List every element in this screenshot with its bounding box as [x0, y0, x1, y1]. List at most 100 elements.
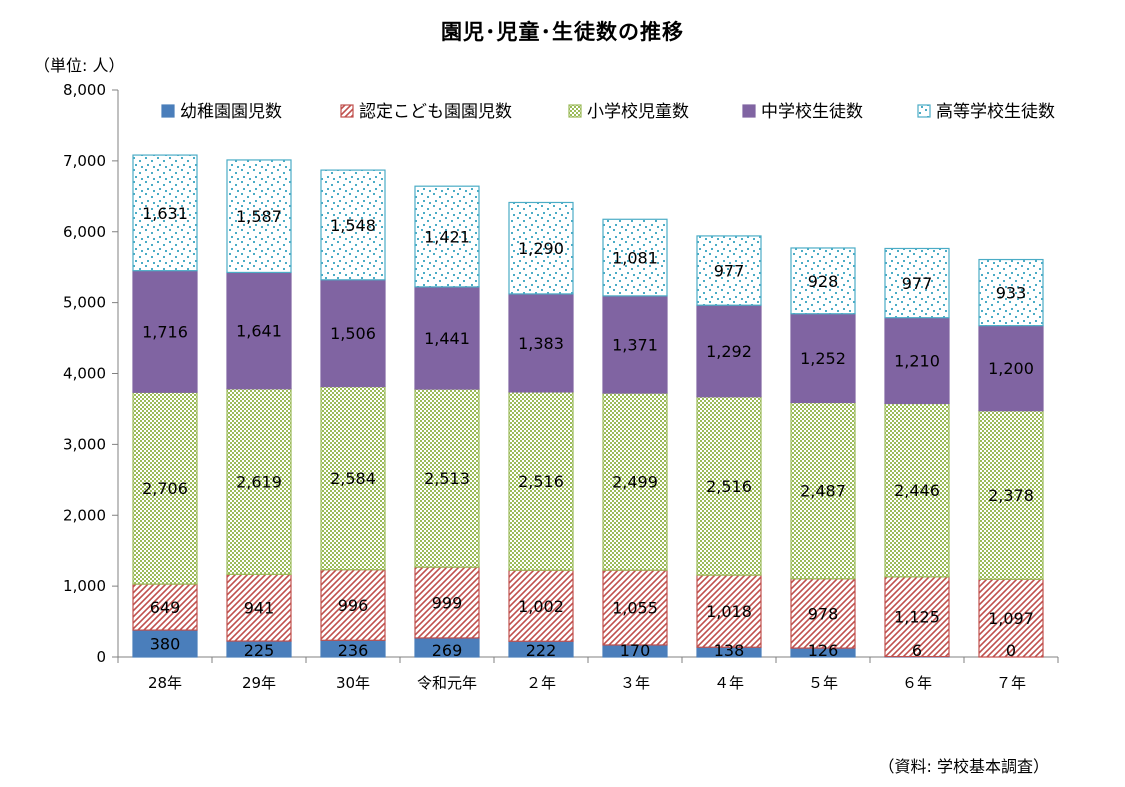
bar-segment-kodomo_en [320, 569, 386, 641]
bar-segment-junior_high [602, 295, 668, 394]
bar-segment-elementary [602, 392, 668, 571]
bar-segment-high_school [132, 154, 198, 272]
data-label-kodomo_en: 999 [432, 594, 463, 613]
data-label-high_school: 977 [714, 262, 745, 281]
data-label-high_school: 928 [808, 272, 839, 291]
data-label-kindergarten: 126 [808, 641, 839, 660]
data-label-high_school: 1,587 [236, 207, 282, 226]
data-label-junior_high: 1,371 [612, 335, 658, 354]
data-label-junior_high: 1,716 [142, 322, 188, 341]
data-label-kindergarten: 380 [150, 635, 181, 654]
bar-segment-junior_high [226, 271, 292, 390]
data-label-kodomo_en: 1,018 [706, 602, 752, 621]
x-category-label: 30年 [336, 674, 370, 692]
data-label-elementary: 2,499 [612, 473, 658, 492]
bar-segment-elementary [790, 401, 856, 580]
data-label-kindergarten: 0 [1006, 641, 1016, 660]
data-label-high_school: 1,421 [424, 228, 470, 247]
x-category-label: 28年 [148, 674, 182, 692]
bar-segment-junior_high [884, 317, 950, 405]
data-label-junior_high: 1,292 [706, 342, 752, 361]
x-category-label: ７年 [996, 674, 1026, 692]
data-label-kindergarten: 236 [338, 641, 369, 660]
bar-segment-high_school [884, 247, 950, 319]
data-label-elementary: 2,619 [236, 473, 282, 492]
legend-swatch-kodomo_en [340, 104, 354, 118]
y-tick-label: 0 [96, 648, 106, 666]
data-label-junior_high: 1,641 [236, 322, 282, 341]
data-label-junior_high: 1,210 [894, 352, 940, 371]
x-category-label: ４年 [714, 674, 744, 692]
data-label-junior_high: 1,441 [424, 329, 470, 348]
legend-label-kindergarten: 幼稚園園児数 [180, 102, 282, 122]
bar-segment-kodomo_en [602, 569, 668, 646]
data-label-high_school: 977 [902, 274, 933, 293]
legend-swatch-junior_high [742, 104, 756, 118]
data-label-kodomo_en: 978 [808, 604, 839, 623]
legend-label-kodomo_en: 認定こども園園児数 [359, 102, 512, 122]
y-tick-label: 4,000 [63, 365, 106, 383]
y-axis-unit-label: （単位: 人） [34, 56, 125, 75]
legend-label-junior_high: 中学校生徒数 [761, 102, 863, 122]
x-category-label: ５年 [808, 674, 838, 692]
data-label-elementary: 2,706 [142, 479, 188, 498]
bar-segment-kindergarten [132, 629, 198, 658]
bar-segment-elementary [508, 391, 574, 571]
data-label-high_school: 1,290 [518, 239, 564, 258]
data-label-elementary: 2,446 [894, 481, 940, 500]
bar-segment-high_school [978, 258, 1044, 327]
data-label-kindergarten: 138 [714, 641, 745, 660]
data-label-kindergarten: 222 [526, 641, 557, 660]
bar-segment-high_school [602, 218, 668, 297]
data-label-kodomo_en: 996 [338, 596, 369, 615]
bar-segment-high_school [226, 159, 292, 274]
data-label-junior_high: 1,200 [988, 359, 1034, 378]
data-label-kindergarten: 225 [244, 641, 275, 660]
source-note: （資料: 学校基本調査） [878, 757, 1049, 776]
bar-segment-kodomo_en [226, 573, 292, 642]
bar-segment-kodomo_en [978, 578, 1044, 658]
y-tick-label: 8,000 [63, 81, 106, 99]
bar-segment-junior_high [790, 313, 856, 404]
bar-segment-high_school [790, 247, 856, 315]
data-label-junior_high: 1,252 [800, 349, 846, 368]
data-label-high_school: 1,081 [612, 249, 658, 268]
legend-label-elementary: 小学校児童数 [587, 102, 689, 122]
data-label-kodomo_en: 649 [150, 598, 181, 617]
y-tick-label: 5,000 [63, 294, 106, 312]
data-label-junior_high: 1,506 [330, 324, 376, 343]
x-category-label: ６年 [902, 674, 932, 692]
bar-segment-kodomo_en [414, 566, 480, 639]
data-label-kodomo_en: 941 [244, 599, 275, 618]
y-tick-label: 2,000 [63, 506, 106, 524]
data-label-elementary: 2,378 [988, 486, 1034, 505]
data-label-kindergarten: 6 [912, 641, 922, 660]
x-category-label: ３年 [620, 674, 650, 692]
bar-segment-junior_high [320, 279, 386, 388]
data-label-elementary: 2,487 [800, 482, 846, 501]
legend-swatch-kindergarten [161, 104, 175, 118]
data-label-high_school: 933 [996, 284, 1027, 303]
bar-segment-kodomo_en [696, 574, 762, 648]
data-label-elementary: 2,516 [518, 472, 564, 491]
data-label-kodomo_en: 1,002 [518, 597, 564, 616]
bar-segment-elementary [226, 388, 292, 575]
chart-title: 園児･児童･生徒数の推移 [441, 20, 684, 44]
bar-segment-junior_high [508, 293, 574, 393]
bar-segment-high_school [508, 201, 574, 295]
legend-label-high_school: 高等学校生徒数 [936, 102, 1055, 122]
data-label-high_school: 1,631 [142, 204, 188, 223]
legend-swatch-elementary [568, 104, 582, 118]
data-label-kindergarten: 269 [432, 641, 463, 660]
y-tick-label: 6,000 [63, 223, 106, 241]
data-label-elementary: 2,513 [424, 469, 470, 488]
data-label-high_school: 1,548 [330, 216, 376, 235]
bar-segment-junior_high [414, 286, 480, 390]
bar-segment-junior_high [132, 270, 198, 393]
bar-segment-elementary [320, 385, 386, 571]
data-label-kindergarten: 170 [620, 641, 651, 660]
data-label-kodomo_en: 1,097 [988, 609, 1034, 628]
x-category-label: 29年 [242, 674, 276, 692]
bar-segment-elementary [414, 388, 480, 568]
